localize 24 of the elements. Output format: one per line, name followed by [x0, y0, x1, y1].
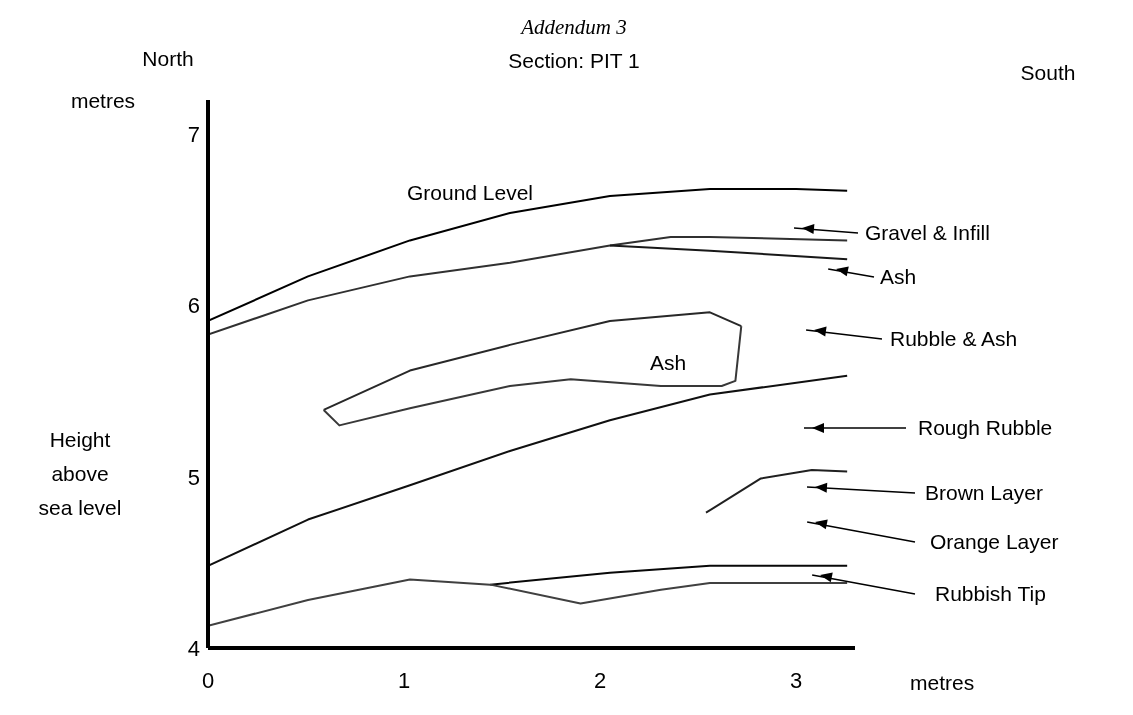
- text: Rough Rubble: [918, 416, 1053, 439]
- y-tick-label: 4: [187, 635, 200, 661]
- x-tick-label: 0: [201, 667, 215, 693]
- y-tick-label: 6: [187, 293, 200, 319]
- text: Rubbish Tip: [935, 582, 1046, 605]
- text: Ash: [880, 265, 917, 288]
- text: Orange Layer: [930, 530, 1059, 553]
- y-axis-title: Height above sea level: [38, 427, 122, 519]
- chart-subtitle: Section: PIT 1: [508, 49, 640, 72]
- y-tick-label: 5: [187, 464, 200, 490]
- x-axis-title: metres: [910, 671, 975, 694]
- text: North: [142, 47, 194, 70]
- text: Gravel & Infill: [865, 221, 990, 244]
- text: South: [1020, 61, 1076, 84]
- x-tick-label: 1: [397, 667, 411, 693]
- text: Brown Layer: [925, 481, 1043, 504]
- text: metres: [70, 89, 136, 112]
- chart-title: Addendum 3: [519, 15, 627, 39]
- text: Rubble & Ash: [890, 327, 1018, 350]
- x-tick-label: 3: [790, 667, 803, 693]
- annotation: Ash: [649, 351, 687, 374]
- annotation: Ground Level: [406, 181, 534, 204]
- y-tick-label: 7: [187, 122, 200, 148]
- x-tick-label: 2: [594, 667, 607, 693]
